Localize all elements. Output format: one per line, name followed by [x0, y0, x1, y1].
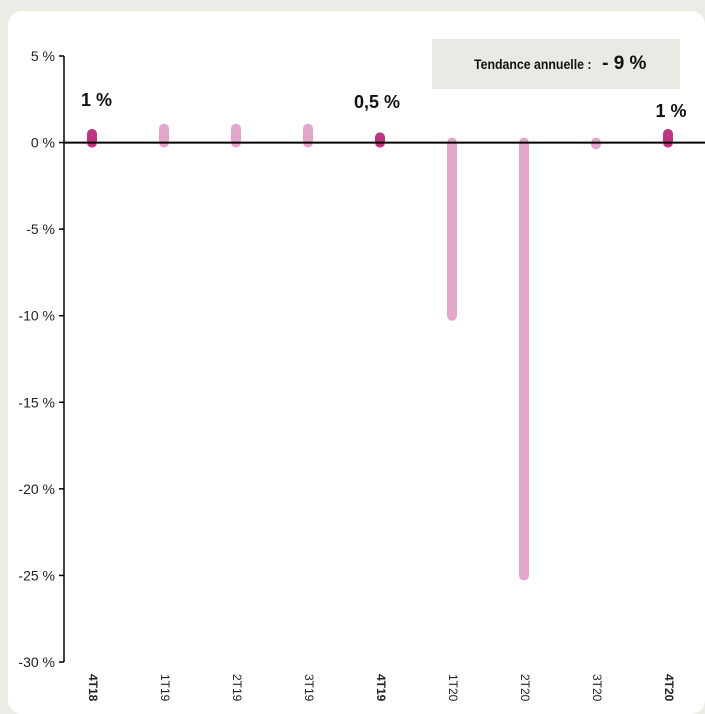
bar-4t18	[87, 128, 97, 148]
data-label-4t20: 1 %	[655, 101, 686, 121]
x-tick-label-2t20: 2T20	[518, 674, 532, 702]
x-tick-label-3t19: 3T19	[302, 674, 316, 702]
y-tick-label: -20 %	[18, 481, 55, 497]
y-tick-label: -30 %	[18, 654, 55, 670]
bar-1t19	[159, 123, 169, 148]
data-label-4t19: 0,5 %	[354, 92, 400, 112]
bar-4t19	[375, 132, 385, 148]
x-tick-label-3t20: 3T20	[590, 674, 604, 702]
annual-trend-label: Tendance annuelle :	[473, 56, 592, 72]
data-label-4t18: 1 %	[81, 90, 112, 110]
x-tick-label-2t19: 2T19	[230, 674, 244, 702]
bar-chart: 5 % 0 % -5 % -10 % -15 % -20 % -25 % -30 % 1 % 0,…	[18, 48, 705, 702]
y-tick-label: -10 %	[18, 308, 55, 324]
x-tick-label-4t18: 4T18	[86, 674, 100, 702]
x-tick-label-1t20: 1T20	[446, 674, 460, 702]
bar-4t20	[663, 128, 673, 148]
bar-3t19	[303, 123, 313, 148]
x-tick-label-1t19: 1T19	[158, 674, 172, 702]
y-tick-label: 5 %	[31, 48, 55, 64]
x-tick-label-4t20: 4T20	[662, 674, 676, 702]
y-tick-label: -5 %	[26, 221, 55, 237]
bar-2t20	[519, 137, 529, 581]
x-tick-label-4t19: 4T19	[374, 674, 388, 702]
y-tick-label: 0 %	[31, 135, 55, 151]
chart-panel: 5 % 0 % -5 % -10 % -15 % -20 % -25 % -30 % 1 % 0,…	[8, 11, 705, 714]
annual-trend-box: Tendance annuelle : - 9 %	[432, 39, 680, 89]
bar-2t19	[231, 123, 241, 148]
y-tick-label: -15 %	[18, 394, 55, 410]
y-tick-label: -25 %	[18, 567, 55, 583]
annual-trend-value: - 9 %	[602, 53, 647, 74]
bar-1t20	[447, 137, 457, 321]
